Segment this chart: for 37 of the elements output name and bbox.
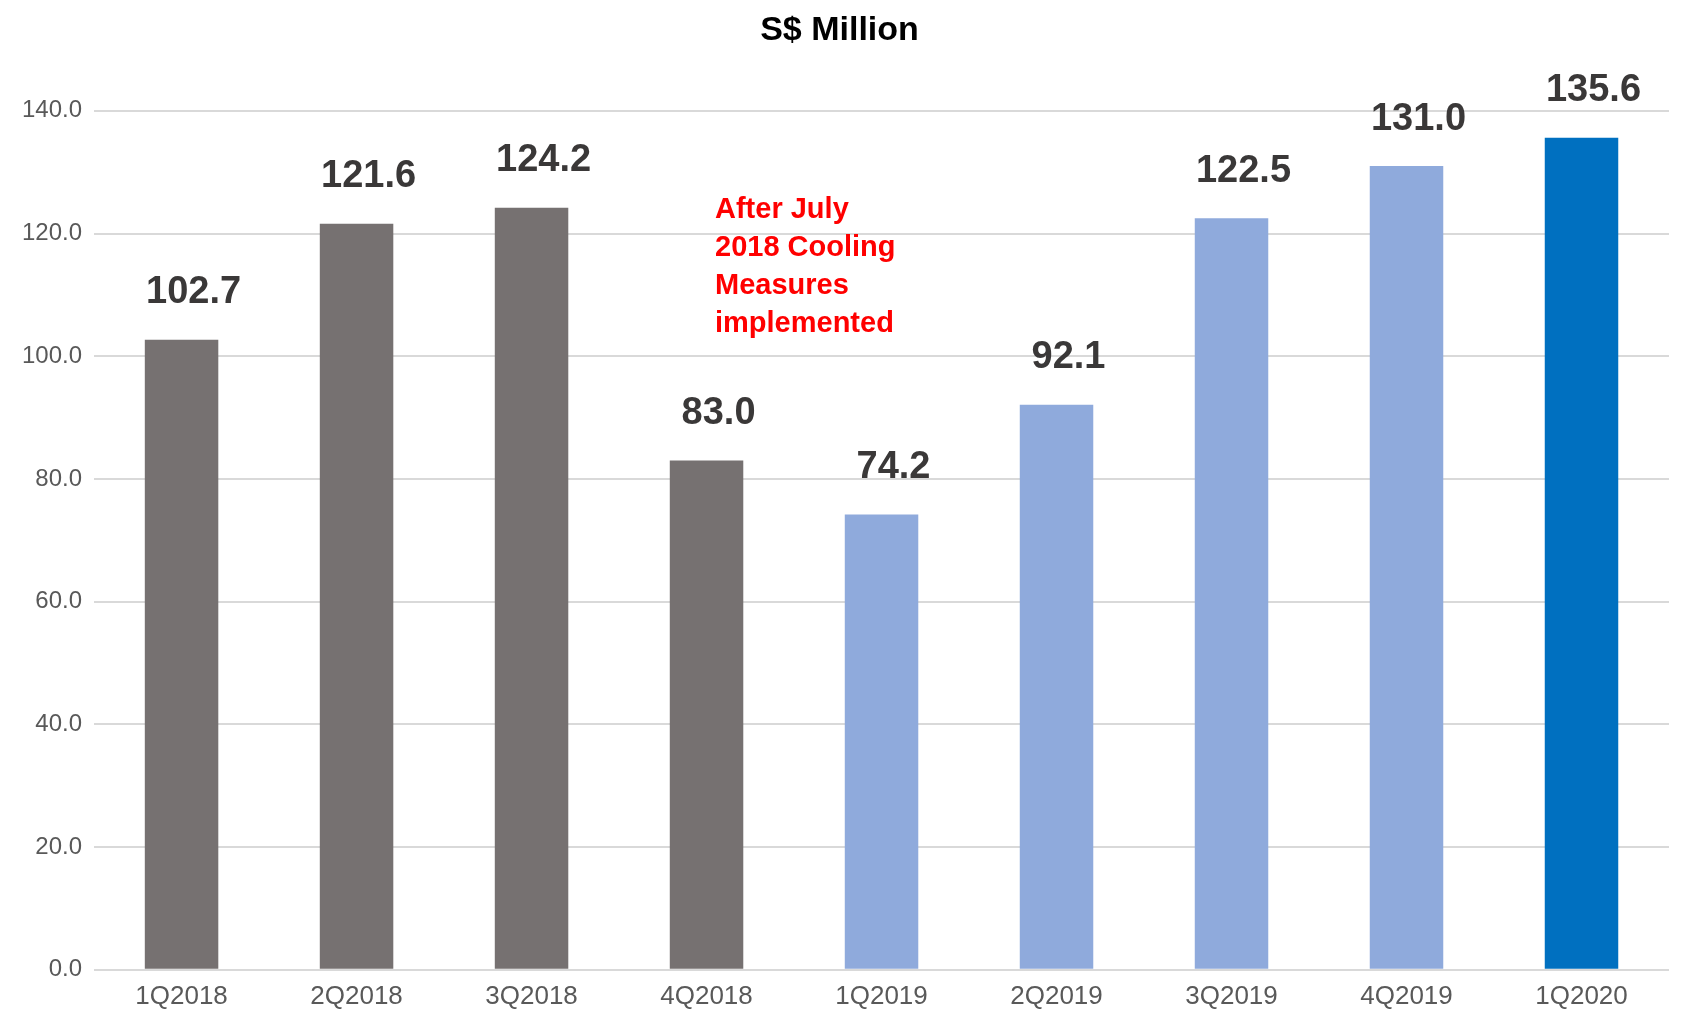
y-tick-label: 40.0	[35, 709, 83, 736]
data-label: 83.0	[681, 390, 756, 433]
bar	[1019, 404, 1094, 969]
x-tick-label: 2Q2019	[1010, 979, 1103, 1010]
bar	[844, 514, 919, 969]
bar	[1544, 137, 1619, 969]
annotation: After July 2018 Cooling Measures implemented	[715, 191, 896, 338]
y-tick-label: 0.0	[48, 954, 83, 982]
bar	[1194, 218, 1269, 969]
bar	[669, 460, 744, 969]
chart-title: S$ Million	[760, 8, 919, 47]
y-tick-label: 100.0	[22, 340, 83, 368]
data-label: 121.6	[321, 153, 417, 196]
data-label: 102.7	[146, 269, 242, 312]
bar	[1369, 166, 1444, 969]
y-tick-label: 80.0	[35, 463, 83, 491]
x-tick-label: 4Q2018	[660, 979, 753, 1010]
data-label: 74.2	[856, 444, 931, 487]
y-tick-label: 20.0	[35, 831, 83, 859]
bar	[494, 207, 569, 969]
x-tick-label: 4Q2019	[1360, 979, 1453, 1010]
x-tick-label: 1Q2018	[135, 979, 228, 1010]
bar	[144, 339, 219, 969]
data-label: 92.1	[1031, 334, 1106, 377]
bar	[319, 223, 394, 969]
data-label: 135.6	[1545, 67, 1642, 110]
data-label: 131.0	[1370, 95, 1467, 138]
data-label: 122.5	[1195, 147, 1292, 190]
x-tick-label: 2Q2018	[310, 979, 403, 1010]
x-tick-label: 3Q2018	[485, 979, 578, 1010]
y-tick-label: 140.0	[22, 95, 83, 123]
y-tick-label: 60.0	[35, 586, 83, 614]
x-tick-label: 1Q2020	[1535, 979, 1628, 1010]
x-tick-label: 1Q2019	[835, 979, 928, 1010]
data-label: 124.2	[496, 137, 592, 180]
y-tick-label: 120.0	[22, 218, 83, 246]
x-tick-label: 3Q2019	[1185, 979, 1278, 1010]
